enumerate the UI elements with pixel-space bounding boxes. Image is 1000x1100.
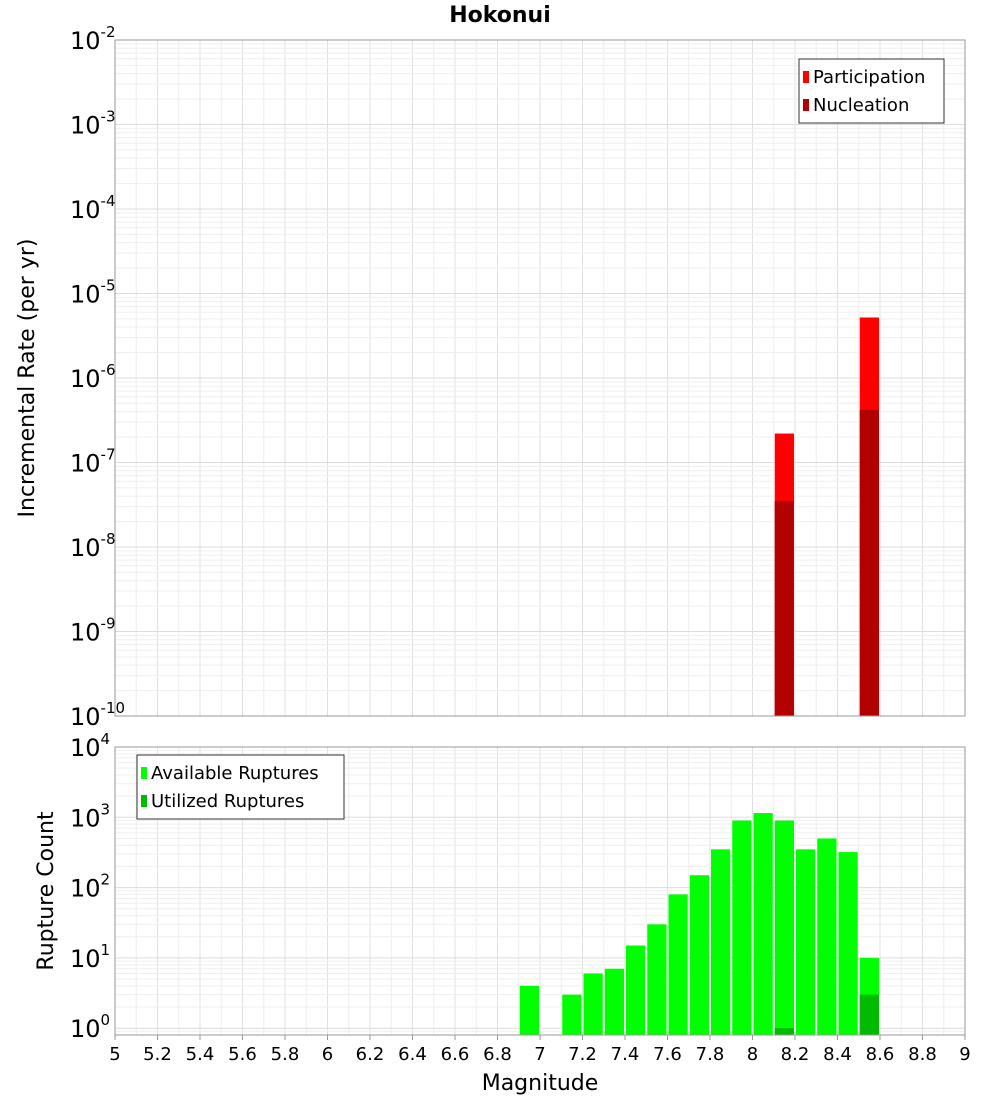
count-bar-available-ruptures (796, 849, 816, 1035)
rate-legend-entry: Participation (813, 67, 925, 88)
count-bar-available-ruptures (817, 838, 837, 1035)
count-bar-available-ruptures (753, 813, 773, 1035)
rate-bars (774, 317, 879, 716)
x-tick-label: 8.2 (781, 1044, 810, 1065)
rate-bar-nucleation (774, 501, 794, 716)
x-tick-label: 7.4 (611, 1044, 640, 1065)
count-bar-available-ruptures (583, 973, 603, 1035)
count-legend-swatch (141, 795, 147, 807)
rate-y-axis-label: Incremental Rate (per yr) (15, 239, 40, 518)
x-tick-label: 5 (109, 1044, 120, 1065)
x-tick-label: 6 (322, 1044, 333, 1065)
count-y-tick-label: 101 (70, 941, 110, 973)
count-bar-available-ruptures (732, 820, 752, 1035)
count-y-tick-label: 100 (70, 1011, 110, 1043)
rate-legend-swatch (803, 99, 809, 111)
count-y-tick-label: 104 (70, 730, 110, 762)
count-bar-available-ruptures (838, 852, 858, 1035)
count-bar-utilized-ruptures (859, 994, 879, 1035)
count-legend-entry: Available Ruptures (151, 763, 319, 784)
rate-panel: 10-2 10-3 10-4 10-5 10-6 10-7 10-8 10-9 10-10 In… (15, 23, 966, 731)
rate-legend-entry: Nucleation (813, 95, 909, 116)
count-legend-box (136, 754, 345, 820)
count-bar-available-ruptures (647, 924, 667, 1035)
magnitude-x-ticks: 5 5.2 5.4 5.6 5.8 6 6.2 6.4 6.6 6.8 7 7.2 7.4 7.6 7.8 8… (109, 1035, 971, 1065)
x-tick-label: 5.2 (143, 1044, 172, 1065)
x-tick-label: 6.4 (398, 1044, 427, 1065)
count-bars (519, 813, 879, 1035)
count-legend-entry: Utilized Ruptures (151, 791, 304, 812)
count-legend-swatch (141, 767, 147, 779)
rate-y-tick-label: 10-6 (70, 361, 116, 393)
x-tick-label: 5.8 (271, 1044, 300, 1065)
rate-y-tick-label: 10-5 (70, 277, 116, 309)
rate-y-tick-label: 10-8 (70, 530, 116, 562)
rate-legend: Participation Nucleation (798, 58, 945, 124)
count-bar-available-ruptures (711, 849, 731, 1035)
count-y-tick-label: 103 (70, 800, 110, 832)
rate-y-ticks: 10-2 10-3 10-4 10-5 10-6 10-7 10-8 10-9 10-10 (70, 23, 125, 731)
x-tick-label: 8.4 (823, 1044, 852, 1065)
rate-y-tick-label: 10-9 (70, 615, 116, 647)
x-tick-label: 6.2 (356, 1044, 385, 1065)
x-tick-label: 5.4 (186, 1044, 215, 1065)
count-bar-available-ruptures (626, 945, 646, 1035)
count-y-tick-label: 102 (70, 871, 110, 903)
rate-grid (115, 39, 965, 717)
x-tick-label: 8.8 (908, 1044, 937, 1065)
x-tick-label: 8 (747, 1044, 758, 1065)
count-y-ticks: 100 101 102 103 104 (70, 730, 110, 1043)
x-tick-label: 8.6 (866, 1044, 895, 1065)
count-bar-available-ruptures (604, 968, 624, 1035)
rate-y-tick-label: 10-3 (70, 108, 116, 140)
count-bar-available-ruptures (689, 875, 709, 1035)
chart-title: Hokonui (449, 3, 551, 28)
count-bar-available-ruptures (774, 820, 794, 1035)
x-tick-label: 7 (534, 1044, 545, 1065)
count-bar-utilized-ruptures (774, 1028, 794, 1035)
x-tick-label: 5.6 (228, 1044, 257, 1065)
x-tick-label: 7.8 (696, 1044, 725, 1065)
x-tick-label: 6.6 (441, 1044, 470, 1065)
count-legend: Available Ruptures Utilized Ruptures (136, 754, 345, 820)
x-tick-label: 7.6 (653, 1044, 682, 1065)
count-bar-available-ruptures (562, 994, 582, 1035)
count-bar-available-ruptures (668, 894, 688, 1035)
x-tick-label: 9 (959, 1044, 970, 1065)
rate-legend-box (798, 58, 945, 124)
count-y-axis-label: Rupture Count (34, 811, 59, 971)
x-tick-label: 7.2 (568, 1044, 597, 1065)
rate-plot-frame (114, 39, 966, 717)
rate-y-tick-label: 10-10 (70, 699, 125, 731)
rate-y-tick-label: 10-2 (70, 23, 116, 55)
rate-bar-nucleation (859, 409, 879, 716)
rate-y-tick-label: 10-7 (70, 446, 116, 478)
rate-y-tick-label: 10-4 (70, 192, 116, 224)
rate-legend-swatch (803, 71, 809, 83)
magnitude-x-axis-label: Magnitude (482, 1071, 599, 1096)
x-tick-label: 6.8 (483, 1044, 512, 1065)
count-panel: 100 101 102 103 104 5 5.2 5.4 5.6 5.8 6 6.2 6.4 6.6 6… (34, 730, 971, 1096)
count-bar-available-ruptures (519, 985, 539, 1035)
